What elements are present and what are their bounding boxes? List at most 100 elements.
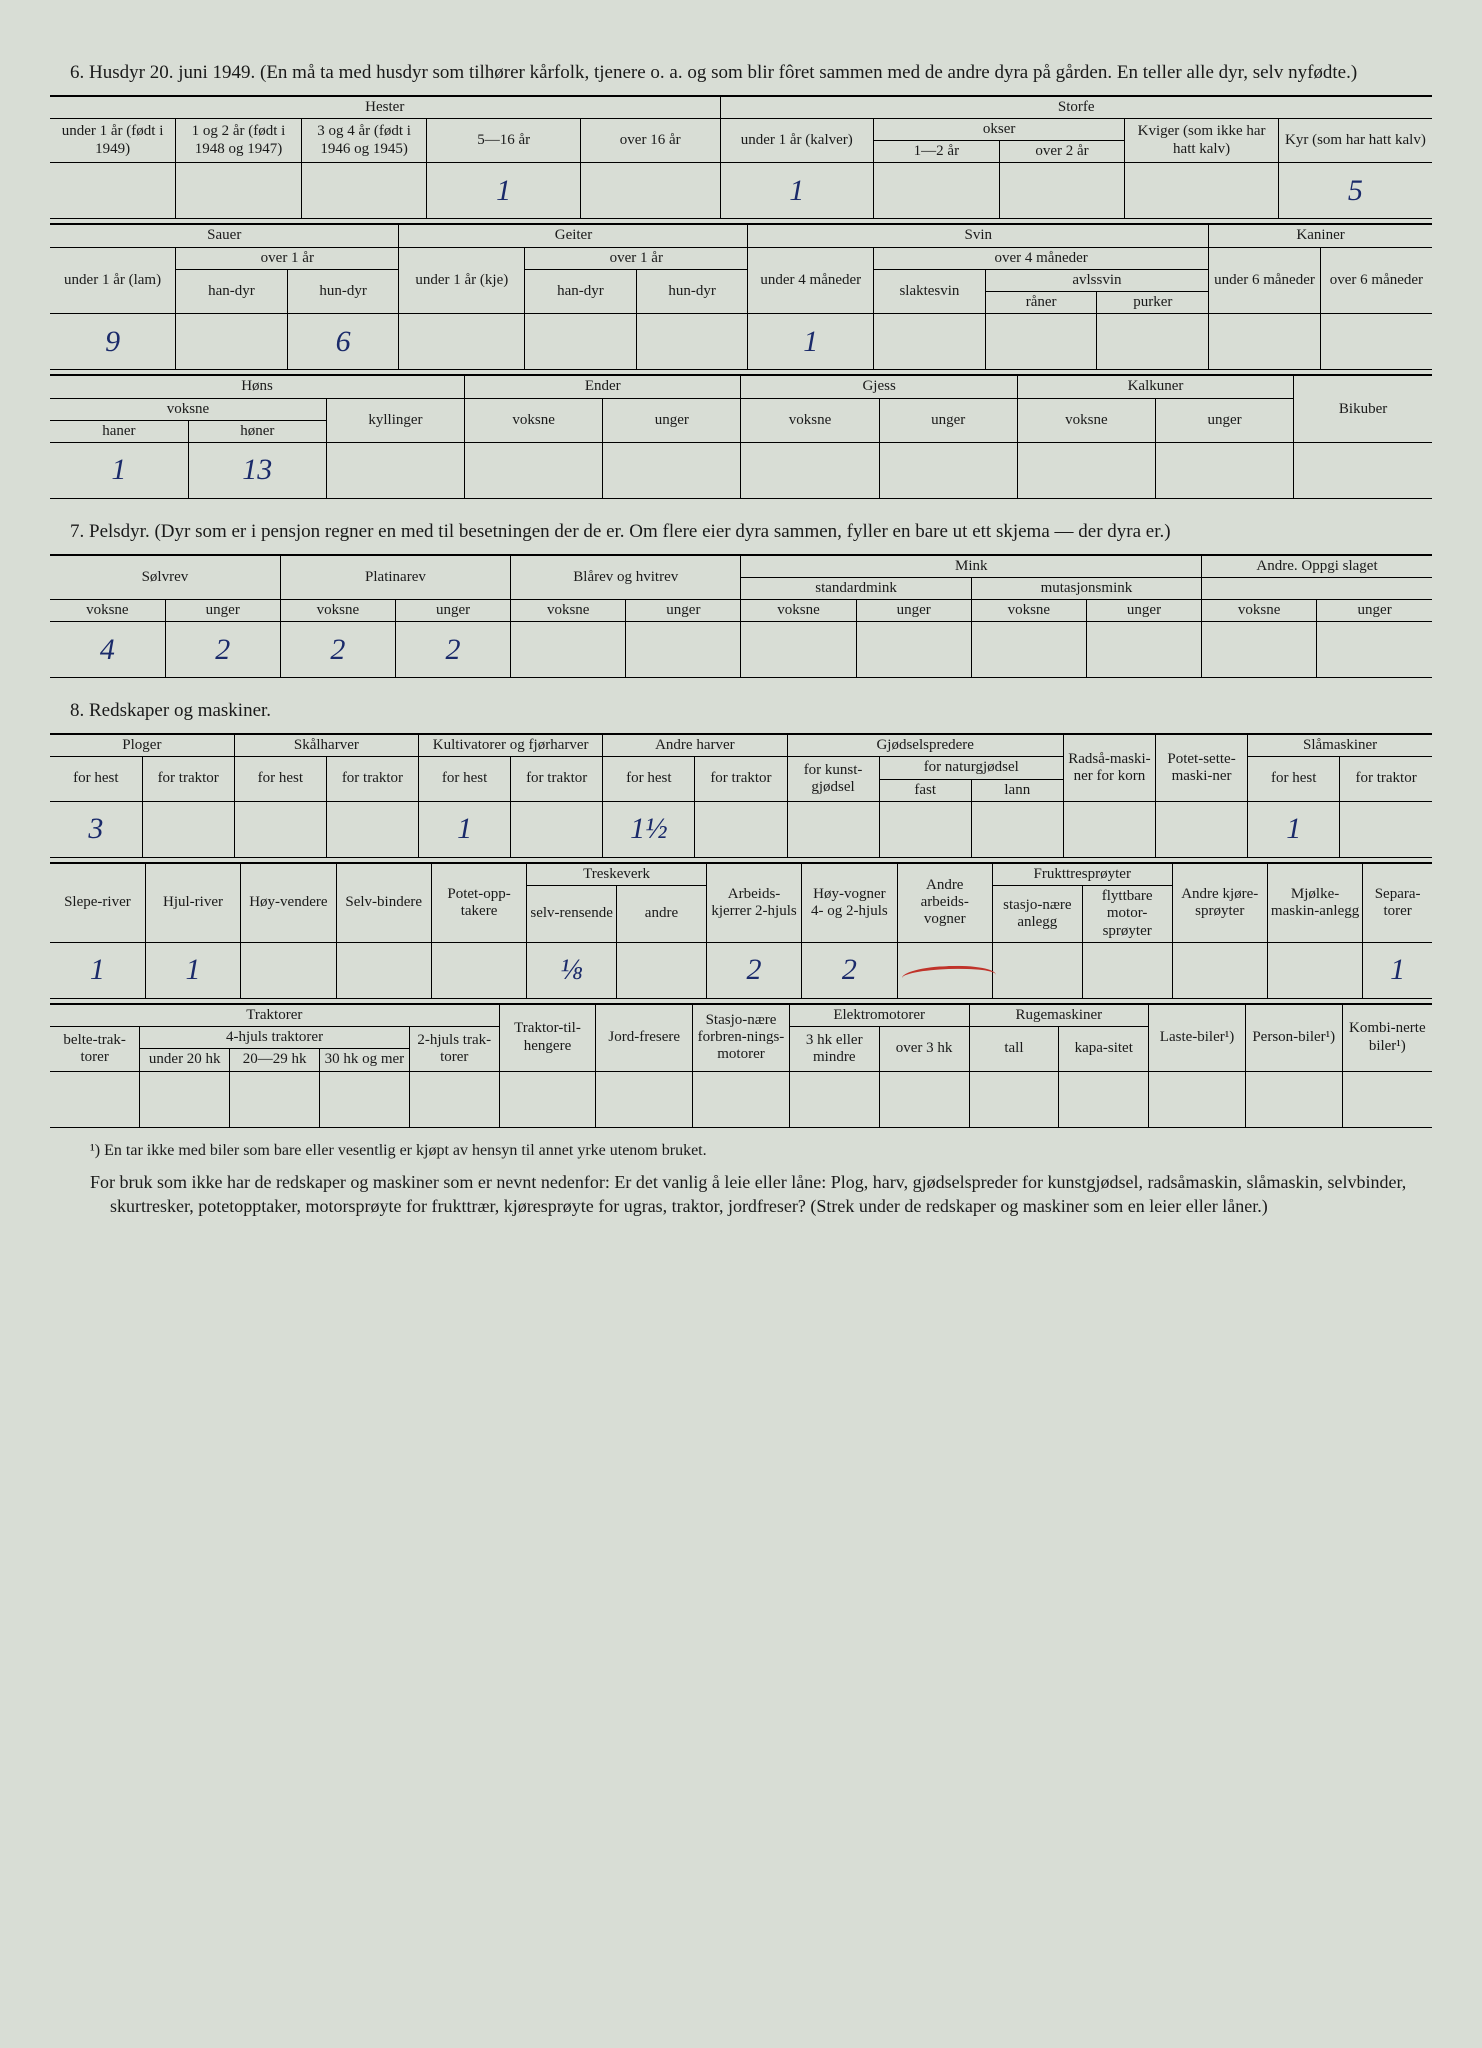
col: voksne (741, 398, 879, 443)
cell: 1 (145, 942, 240, 998)
cell (1317, 622, 1432, 678)
group: Selv-bindere (336, 863, 431, 943)
cell (1245, 1071, 1342, 1127)
col: 30 hk og mer (319, 1049, 409, 1071)
col: slaktesvin (874, 269, 986, 314)
group: Sauer (50, 224, 399, 247)
col: okser (874, 118, 1125, 140)
cell: 2 (395, 622, 510, 678)
col: stasjo-nære anlegg (992, 886, 1082, 943)
cell: 1 (419, 801, 511, 857)
group-hester: Hester (50, 96, 720, 119)
cell: 6 (287, 314, 399, 370)
group: Andre harver (603, 734, 787, 757)
cell (617, 942, 707, 998)
col: for traktor (695, 757, 787, 802)
group: Kultivatorer og fjørharver (419, 734, 603, 757)
cell (241, 942, 336, 998)
col: Kyr (som har hatt kalv) (1278, 118, 1432, 163)
cell: 1 (50, 443, 188, 499)
col: høner (188, 420, 326, 442)
cell (874, 163, 1000, 219)
col: unger (879, 398, 1017, 443)
cell (879, 801, 971, 857)
cell: 1 (427, 163, 581, 219)
group: Traktor-til-hengere (499, 1004, 596, 1071)
cell (787, 801, 879, 857)
group: Gjess (741, 375, 1017, 398)
cell (1156, 443, 1294, 499)
cell (176, 163, 302, 219)
section8-title: 8. Redskaper og maskiner. (70, 698, 1432, 725)
table-hons: Høns Ender Gjess Kalkuner Bikuber voksne… (50, 374, 1432, 499)
col: unger (856, 600, 971, 622)
group: Andre. Oppgi slaget (1202, 555, 1432, 578)
group: Ender (465, 375, 741, 398)
cell (1340, 801, 1432, 857)
col: han-dyr (176, 269, 288, 314)
group: Hjul-river (145, 863, 240, 943)
col: over 1 år (525, 247, 748, 269)
group: Person-biler¹) (1245, 1004, 1342, 1071)
cell (874, 314, 986, 370)
group: Rugemaskiner (969, 1004, 1149, 1027)
col: selv-rensende (527, 886, 617, 943)
cell (399, 314, 525, 370)
cell (1172, 942, 1267, 998)
cell: 2 (802, 942, 897, 998)
group: Sølvrev (50, 555, 280, 600)
cell (1202, 622, 1317, 678)
col: avlssvin (985, 269, 1208, 291)
cell (1097, 314, 1209, 370)
col: voksne (50, 398, 326, 420)
table-redskaper-2: Slepe-river Hjul-river Høy-vendere Selv-… (50, 862, 1432, 999)
group: Gjødselspredere (787, 734, 1063, 757)
group: Traktorer (50, 1004, 499, 1027)
cell: 1 (720, 163, 874, 219)
cell (1294, 443, 1432, 499)
col: under 4 måneder (748, 247, 874, 314)
cell (999, 163, 1125, 219)
col: 4-hjuls traktorer (140, 1027, 409, 1049)
section7-title: 7. Pelsdyr. (Dyr som er i pensjon regner… (70, 519, 1432, 546)
cell (50, 163, 176, 219)
cell (985, 314, 1097, 370)
col: under 6 måneder (1209, 247, 1321, 314)
group: Høy-vendere (241, 863, 336, 943)
cell (695, 801, 787, 857)
cell (603, 443, 741, 499)
col: for hest (50, 757, 142, 802)
col: unger (626, 600, 741, 622)
col: råner (985, 292, 1097, 314)
cell: 3 (50, 801, 142, 857)
cell (1125, 163, 1279, 219)
col: unger (603, 398, 741, 443)
cell (499, 1071, 596, 1127)
group: Laste-biler¹) (1149, 1004, 1246, 1071)
group: Arbeids-kjerrer 2-hjuls (706, 863, 801, 943)
cell (50, 1071, 140, 1127)
col: over 1 år (176, 247, 399, 269)
col: under 1 år (født i 1949) (50, 118, 176, 163)
cell (580, 163, 720, 219)
cell: 9 (50, 314, 176, 370)
cell (511, 622, 626, 678)
footnote: ¹) En tar ikke med biler som bare eller … (90, 1142, 1412, 1160)
col: mutasjonsmink (971, 577, 1201, 599)
cell: 1 (1363, 942, 1432, 998)
cell: 13 (188, 443, 326, 499)
col: kapa-sitet (1059, 1027, 1149, 1072)
cell (326, 443, 464, 499)
col: belte-trak-torer (50, 1027, 140, 1072)
col: for kunst-gjødsel (787, 757, 879, 802)
col: kyllinger (326, 398, 464, 443)
cell (230, 1071, 320, 1127)
group: Bikuber (1294, 375, 1432, 442)
group: Ploger (50, 734, 234, 757)
group: Frukttresprøyter (992, 863, 1172, 886)
col: 3 og 4 år (født i 1946 og 1945) (301, 118, 427, 163)
group: Separa-torer (1363, 863, 1432, 943)
group: Skålharver (234, 734, 418, 757)
cell (1342, 1071, 1432, 1127)
cell (326, 801, 418, 857)
